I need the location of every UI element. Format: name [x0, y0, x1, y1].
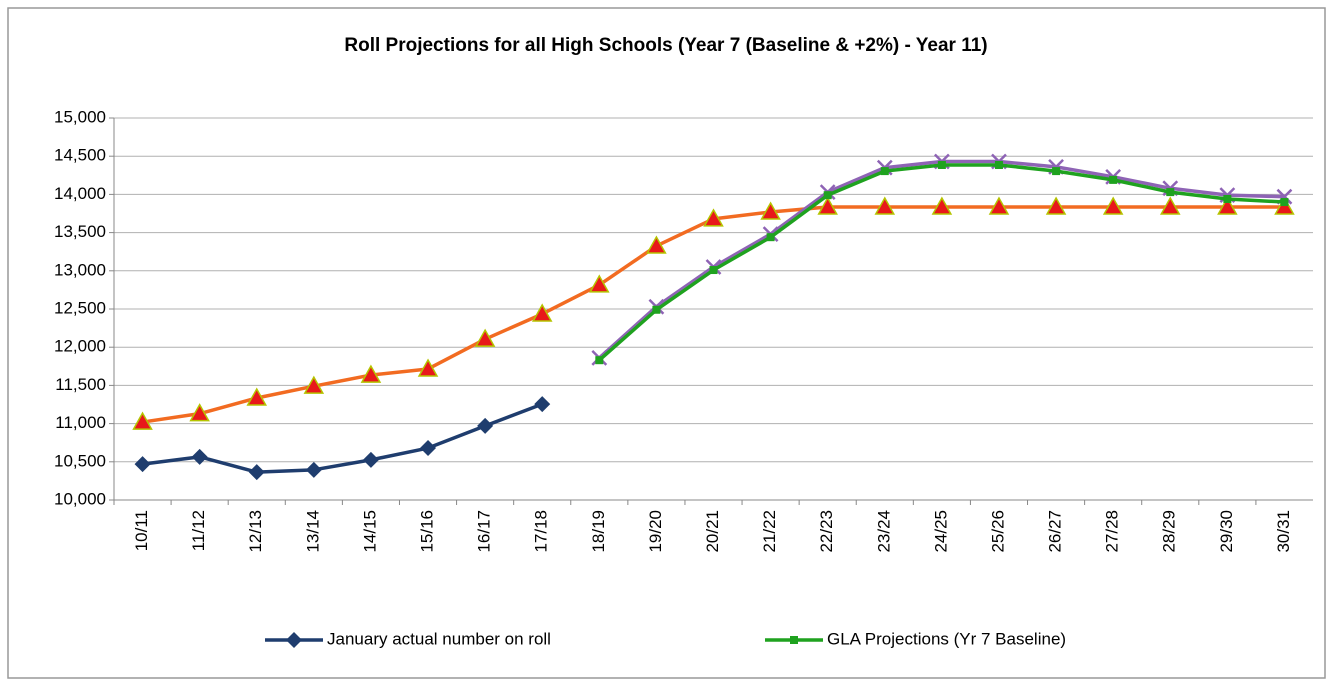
marker	[246, 387, 268, 406]
marker	[760, 201, 781, 220]
marker	[652, 305, 661, 314]
marker	[994, 160, 1003, 169]
x-tick-label: 22/23	[817, 510, 836, 553]
x-tick-label: 13/14	[303, 510, 322, 553]
marker	[937, 160, 946, 169]
x-tick-label: 26/27	[1046, 510, 1065, 553]
marker	[474, 328, 496, 347]
marker	[1223, 194, 1232, 203]
marker	[1052, 167, 1061, 176]
series-line	[142, 402, 543, 474]
marker	[1102, 196, 1124, 215]
x-tick-label: 27/28	[1103, 510, 1122, 553]
x-tick-label: 29/30	[1217, 510, 1236, 553]
x-tick-label: 23/24	[874, 510, 893, 553]
marker	[988, 196, 1010, 215]
marker	[931, 196, 953, 215]
marker	[189, 403, 210, 422]
marker	[362, 451, 379, 468]
marker	[1159, 196, 1181, 215]
marker	[817, 196, 838, 215]
marker	[360, 364, 382, 383]
chart-frame	[7, 7, 1326, 679]
marker	[477, 417, 494, 434]
legend-label: January actual number on roll	[327, 629, 551, 648]
marker	[531, 303, 553, 322]
marker	[823, 191, 832, 200]
x-tick-label: 20/21	[703, 510, 722, 553]
marker	[248, 464, 265, 481]
marker	[1166, 188, 1175, 197]
marker	[874, 196, 896, 215]
x-tick-label: 16/17	[475, 510, 494, 553]
marker	[305, 461, 322, 478]
x-tick-label: 19/20	[646, 510, 665, 553]
x-tick-label: 17/18	[532, 510, 551, 553]
x-tick-label: 24/25	[931, 510, 950, 553]
x-tick-label: 14/15	[360, 510, 379, 553]
marker	[766, 233, 775, 242]
y-tick-label: 12,000	[54, 337, 106, 356]
x-tick-label: 25/26	[988, 510, 1007, 553]
y-tick-label: 10,000	[54, 489, 106, 508]
marker	[595, 356, 604, 365]
marker	[589, 274, 610, 293]
marker	[1217, 196, 1238, 215]
y-tick-label: 14,500	[54, 146, 106, 165]
legend-marker	[790, 636, 798, 644]
y-tick-label: 11,000	[55, 413, 106, 432]
marker	[303, 375, 325, 394]
chart-title: Roll Projections for all High Schools (Y…	[344, 35, 987, 56]
marker	[1045, 196, 1067, 215]
x-tick-label: 30/31	[1274, 510, 1293, 553]
marker	[1280, 198, 1289, 207]
y-tick-label: 11,500	[55, 375, 106, 394]
y-tick-label: 12,500	[54, 298, 106, 317]
x-tick-label: 15/16	[418, 510, 437, 553]
marker	[134, 456, 151, 473]
y-tick-label: 13,500	[54, 222, 106, 241]
y-tick-label: 13,000	[54, 260, 106, 279]
marker	[420, 440, 437, 457]
marker	[646, 235, 667, 254]
marker	[534, 396, 551, 413]
marker	[880, 167, 889, 176]
x-tick-label: 10/11	[132, 510, 151, 551]
marker	[709, 266, 718, 275]
marker	[703, 208, 724, 227]
marker	[191, 448, 208, 465]
y-tick-label: 10,500	[54, 451, 106, 470]
x-tick-label: 12/13	[246, 510, 265, 553]
x-tick-label: 28/29	[1160, 510, 1179, 553]
y-tick-label: 14,000	[54, 184, 106, 203]
marker	[417, 358, 439, 377]
x-tick-label: 18/19	[589, 510, 608, 553]
marker	[1109, 175, 1118, 184]
legend-marker	[286, 632, 302, 648]
legend-label: GLA Projections (Yr 7 Baseline)	[827, 629, 1066, 648]
marker	[132, 411, 153, 430]
y-tick-label: 15,000	[54, 107, 106, 126]
x-tick-label: 21/22	[760, 510, 779, 553]
x-tick-label: 11/12	[189, 510, 208, 551]
